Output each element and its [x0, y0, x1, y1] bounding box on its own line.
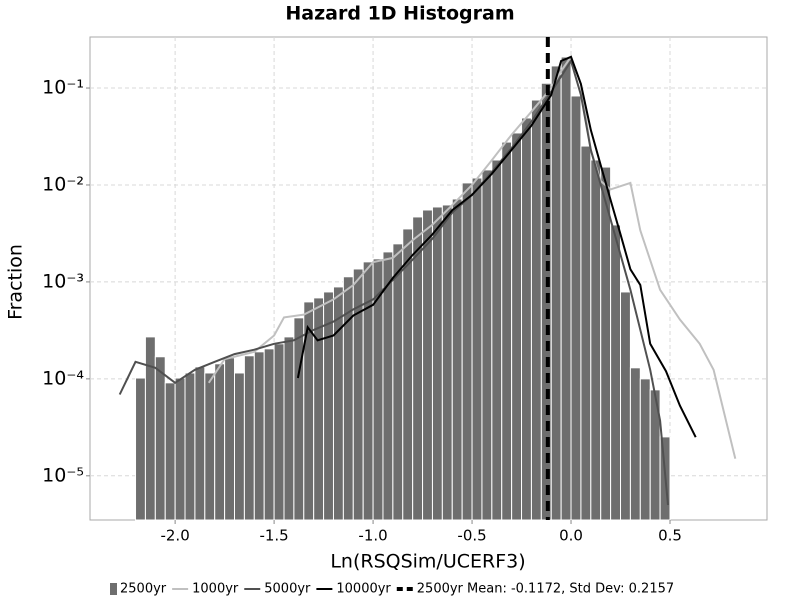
histogram-bar [431, 206, 443, 521]
y-tick-label: 10⁻¹ [42, 77, 84, 99]
histogram-bar [313, 297, 325, 521]
histogram-bar [639, 378, 651, 521]
histogram-bar [184, 372, 196, 521]
histogram-bar [471, 177, 483, 521]
histogram-bar [273, 343, 285, 521]
histogram-bar [204, 372, 216, 521]
histogram-bar [164, 382, 176, 521]
histogram-bar [511, 132, 523, 521]
x-tick-label: -1.0 [358, 527, 387, 545]
histogram-bar [293, 317, 305, 521]
x-tick-label: -0.5 [457, 527, 486, 545]
histogram-bar [332, 286, 344, 521]
histogram-bar [491, 159, 503, 521]
chart-title: Hazard 1D Histogram [285, 3, 514, 25]
series-line [207, 54, 737, 459]
histogram-bar [451, 198, 463, 521]
x-tick-label: -2.0 [160, 527, 189, 545]
histogram-bar [154, 356, 166, 521]
legend-label: 2500yr [120, 582, 167, 597]
x-axis-label: Ln(RSQSim/UCERF3) [330, 551, 525, 573]
histogram-bar [590, 159, 602, 521]
legend-swatch [110, 583, 117, 595]
histogram-bar [174, 377, 186, 521]
histogram-bar [402, 228, 414, 521]
x-tick-label: -1.5 [259, 527, 288, 545]
histogram-bar [194, 366, 206, 521]
histogram-bar [392, 243, 404, 521]
histogram-bar [382, 251, 394, 521]
histogram-bar [521, 117, 532, 521]
histogram-bar [610, 224, 622, 521]
histogram-bar [135, 377, 146, 521]
histogram-bar [501, 141, 513, 521]
legend-label: 10000yr [336, 582, 391, 597]
histogram-bar [530, 99, 542, 521]
y-tick-label: 10⁻³ [42, 270, 84, 292]
histogram-bar [580, 145, 592, 521]
series-line [296, 55, 697, 438]
y-axis-label: Fraction [5, 244, 27, 320]
histogram-bar [224, 357, 236, 521]
histogram-bar [283, 336, 295, 521]
histogram-bar [481, 169, 493, 521]
legend-label: 2500yr Mean: -0.1172, Std Dev: 0.2157 [417, 582, 674, 597]
histogram-bar [422, 209, 433, 521]
histogram-bar [600, 166, 612, 521]
y-tick-label: 10⁻⁵ [42, 464, 84, 486]
legend-label: 5000yr [264, 582, 311, 597]
y-tick-label: 10⁻² [42, 173, 84, 195]
marks [118, 37, 737, 521]
axes: 10⁻⁵ 10⁻⁴ 10⁻³ 10⁻² 10⁻¹ -2.0 -1.5 -1.0 -0.5 0.0 0… [42, 77, 682, 545]
histogram-bar [412, 216, 424, 521]
histogram-bar [253, 351, 265, 521]
histogram-bar [629, 367, 641, 521]
histogram-bar [570, 95, 582, 521]
legend-label: 1000yr [192, 582, 239, 597]
legend: 2500yr 1000yr 5000yr 10000yr 2500yr Mean: -0… [110, 582, 674, 597]
histogram-bar [461, 182, 473, 521]
histogram-bar [550, 65, 562, 521]
histogram-bar [263, 348, 275, 521]
y-tick-label: 10⁻⁴ [42, 367, 84, 389]
x-tick-label: 0.0 [559, 527, 583, 545]
x-tick-label: 0.5 [658, 527, 682, 545]
histogram-bar [441, 204, 453, 521]
histogram-bar [560, 56, 572, 521]
histogram-bar [243, 355, 255, 521]
histogram-bar [214, 363, 226, 521]
histogram-bar [234, 372, 245, 521]
histogram-bar [620, 291, 631, 521]
series-line [118, 58, 669, 506]
